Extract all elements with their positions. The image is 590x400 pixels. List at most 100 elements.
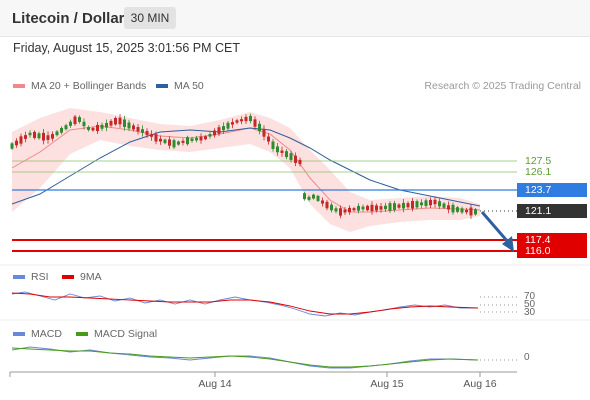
resistance-1-label: 126.1 xyxy=(525,166,552,178)
candle-body xyxy=(339,208,342,216)
candle-body xyxy=(280,150,284,153)
candle-body xyxy=(244,116,248,122)
candle-body xyxy=(123,119,126,128)
rsi-swatch xyxy=(13,275,25,279)
price-panel xyxy=(10,108,517,252)
candle-body xyxy=(10,143,14,149)
candle-body xyxy=(109,120,113,126)
candle-body xyxy=(415,201,419,208)
candle-body xyxy=(460,208,464,213)
ma50-swatch xyxy=(156,84,168,88)
candle-body xyxy=(51,134,54,139)
candle-body xyxy=(303,193,306,200)
candle-body xyxy=(186,137,189,145)
support-2-label: 116.0 xyxy=(517,244,587,258)
candle-body xyxy=(474,209,477,215)
legend-rsi-label: RSI xyxy=(31,271,49,283)
ma20-line xyxy=(11,125,481,213)
candle-body xyxy=(235,120,239,123)
candle-body xyxy=(154,134,158,142)
research-credit: Research © 2025 Trading Central xyxy=(424,80,581,92)
bollinger-swatch xyxy=(13,84,25,88)
candle-body xyxy=(343,209,347,213)
candle-body xyxy=(456,207,459,212)
legend-rsi-ma: 9MA xyxy=(62,271,102,283)
candle-body xyxy=(82,121,86,127)
x-tick-label: Aug 14 xyxy=(198,378,232,390)
macd-panel xyxy=(11,346,517,369)
legend-rsi-ma-label: 9MA xyxy=(80,271,102,283)
candle-body xyxy=(271,141,275,149)
candle-body xyxy=(150,134,153,137)
x-tick-label: Aug 15 xyxy=(370,378,404,390)
candle-body xyxy=(438,201,441,207)
rsi-level-70: 70 xyxy=(524,291,536,302)
candle-body xyxy=(465,209,468,213)
candle-body xyxy=(78,117,81,122)
candle-body xyxy=(33,131,36,138)
candle-body xyxy=(388,203,392,211)
x-axis xyxy=(9,371,517,377)
candle-body xyxy=(249,115,252,122)
candle-body xyxy=(195,137,198,141)
candle-body xyxy=(60,127,63,133)
macd-zero-label: 0 xyxy=(524,352,530,363)
legend-bollinger: MA 20 + Bollinger Bands xyxy=(13,80,146,92)
candle-body xyxy=(181,140,185,143)
legend-macd-label: MACD xyxy=(31,328,62,340)
candle-body xyxy=(163,139,167,144)
x-tick-label: Aug 16 xyxy=(463,378,497,390)
candle-body xyxy=(105,122,108,128)
candle-body xyxy=(411,200,414,209)
macd-signal-swatch xyxy=(76,332,88,336)
candle-body xyxy=(87,127,90,130)
candle-body xyxy=(73,116,77,125)
candle-body xyxy=(24,135,27,139)
candle-body xyxy=(69,121,72,126)
candle-body xyxy=(258,123,261,132)
candle-body xyxy=(204,136,207,140)
candle-body xyxy=(15,140,18,146)
instrument-title: Litecoin / Dollar xyxy=(12,10,125,27)
candle-body xyxy=(226,122,230,129)
candle-body xyxy=(100,124,104,129)
candle-body xyxy=(141,129,144,133)
rsi-ma-swatch xyxy=(62,275,74,279)
candle-body xyxy=(330,204,333,211)
candle-body xyxy=(469,207,473,216)
candle-body xyxy=(447,205,450,210)
candle-body xyxy=(352,208,356,211)
candle-body xyxy=(231,122,234,125)
macd-swatch xyxy=(13,332,25,336)
candle-body xyxy=(46,135,50,140)
candle-body xyxy=(172,140,176,148)
candle-body xyxy=(307,196,311,200)
legend-rsi: RSI xyxy=(13,271,49,283)
candle-body xyxy=(276,146,279,153)
candle-body xyxy=(55,131,59,136)
candle-body xyxy=(420,202,423,206)
candle-body xyxy=(285,151,288,158)
candle-body xyxy=(316,195,320,201)
candle-body xyxy=(253,119,257,127)
price-candles xyxy=(10,113,477,219)
support-1-label: 117.4 xyxy=(517,233,587,247)
pivot-label: 123.7 xyxy=(517,183,587,197)
candle-body xyxy=(406,203,410,208)
candle-body xyxy=(379,206,383,210)
candle-body xyxy=(177,141,180,145)
candle-body xyxy=(159,138,162,142)
candle-body xyxy=(114,117,117,125)
candle-body xyxy=(375,205,378,211)
interval-button[interactable]: 30 MIN xyxy=(124,7,176,29)
bollinger-band xyxy=(12,108,480,232)
legend-ma50-label: MA 50 xyxy=(174,80,204,92)
candle-body xyxy=(402,202,405,209)
candle-body xyxy=(222,126,225,131)
candle-body xyxy=(294,155,297,163)
candle-body xyxy=(424,200,428,207)
candle-body xyxy=(136,127,140,132)
candle-body xyxy=(96,124,99,132)
candle-body xyxy=(37,133,41,139)
legend-bollinger-label: MA 20 + Bollinger Bands xyxy=(31,80,147,92)
